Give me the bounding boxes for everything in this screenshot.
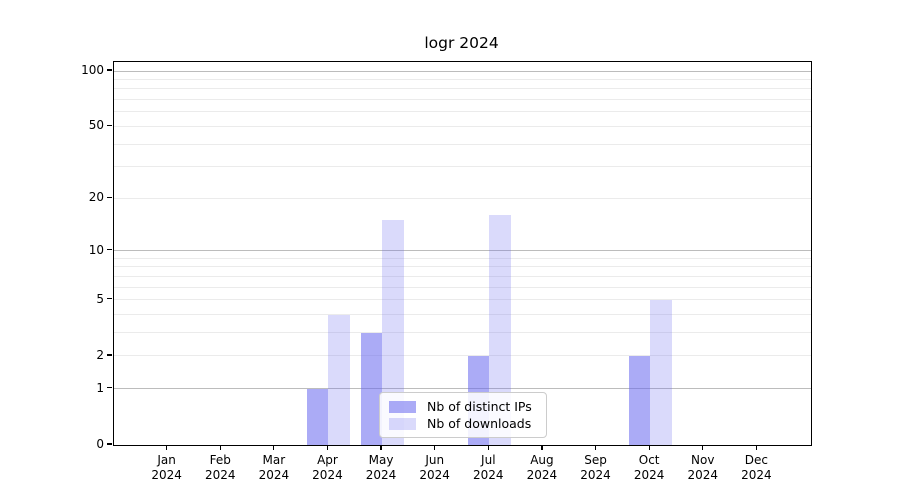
x-tick-mark — [219, 445, 221, 450]
y-tick-mark — [107, 124, 112, 127]
minor-gridline — [114, 355, 811, 357]
chart-title: logr 2024 — [424, 34, 499, 52]
x-tick-label: May 2024 — [365, 453, 397, 482]
y-tick-mark — [107, 196, 112, 198]
minor-gridline — [114, 257, 811, 259]
bar-downloads-oct — [650, 299, 672, 445]
x-tick-label: Jan 2024 — [151, 453, 182, 482]
x-tick-mark — [434, 445, 436, 450]
minor-gridline — [114, 286, 811, 288]
bar-distinct-ips-may — [360, 332, 383, 445]
major-gridline — [114, 70, 811, 72]
minor-gridline — [114, 166, 811, 168]
y-tick-label: 20 — [88, 190, 104, 205]
y-tick-label: 0 — [96, 437, 104, 451]
minor-gridline — [114, 266, 811, 268]
minor-gridline — [114, 332, 811, 334]
y-tick-label: 5 — [96, 291, 104, 306]
minor-gridline — [114, 314, 811, 316]
legend-row-distinct-ips: Nb of distinct IPs — [389, 398, 539, 415]
plot-area: Nb of distinct IPs Nb of downloads — [113, 61, 812, 446]
y-tick-mark — [107, 298, 112, 300]
y-tick-mark — [107, 249, 112, 251]
legend-row-downloads: Nb of downloads — [389, 415, 539, 432]
x-tick-mark — [594, 445, 597, 450]
major-gridline — [114, 388, 811, 390]
bar-downloads-jul — [489, 215, 511, 445]
x-tick-mark — [541, 445, 543, 450]
y-tick-mark — [107, 443, 112, 445]
y-tick-label: 1 — [96, 380, 104, 395]
minor-gridline — [114, 143, 811, 145]
x-tick-mark — [380, 445, 382, 450]
x-tick-label: Feb 2024 — [204, 453, 236, 482]
bar-downloads-may — [382, 220, 404, 445]
x-tick-label: Mar 2024 — [258, 453, 290, 482]
legend-label-distinct-ips: Nb of distinct IPs — [427, 399, 532, 414]
minor-gridline — [114, 111, 811, 113]
x-tick-label: Apr 2024 — [312, 453, 343, 482]
x-tick-label: Dec 2024 — [741, 453, 772, 482]
bar-downloads-apr — [328, 314, 350, 445]
legend-swatch-downloads — [389, 417, 416, 430]
x-tick-mark — [487, 445, 489, 450]
y-tick-mark — [107, 354, 112, 356]
bar-distinct-ips-apr — [307, 388, 329, 445]
x-tick-label: Jul 2024 — [473, 453, 504, 482]
y-tick-mark — [107, 387, 112, 389]
x-tick-mark — [273, 445, 275, 450]
x-tick-mark — [648, 445, 650, 450]
y-tick-label: 2 — [96, 347, 104, 362]
legend-label-downloads: Nb of downloads — [427, 416, 532, 431]
minor-gridline — [114, 275, 811, 277]
x-tick-label: Aug 2024 — [526, 453, 558, 482]
minor-gridline — [114, 125, 811, 127]
minor-gridline — [114, 88, 811, 90]
y-tick-label: 100 — [81, 63, 104, 77]
y-tick-label: 10 — [88, 242, 104, 257]
minor-gridline — [114, 197, 811, 199]
legend: Nb of distinct IPs Nb of downloads — [379, 392, 547, 438]
major-gridline — [114, 250, 811, 252]
legend-swatch-distinct-ips — [389, 400, 416, 413]
minor-gridline — [114, 299, 811, 301]
minor-gridline — [114, 99, 811, 101]
x-tick-mark — [755, 445, 758, 450]
x-tick-mark — [326, 445, 329, 450]
x-tick-label: Jun 2024 — [419, 453, 450, 482]
x-tick-mark — [702, 445, 704, 450]
minor-gridline — [114, 78, 811, 80]
x-tick-mark — [165, 445, 168, 450]
bar-distinct-ips-oct — [628, 355, 651, 445]
x-tick-label: Oct 2024 — [633, 453, 665, 482]
x-tick-label: Sep 2024 — [580, 453, 611, 482]
y-tick-label: 50 — [88, 118, 104, 133]
x-tick-label: Nov 2024 — [687, 453, 719, 482]
y-tick-mark — [107, 69, 112, 71]
